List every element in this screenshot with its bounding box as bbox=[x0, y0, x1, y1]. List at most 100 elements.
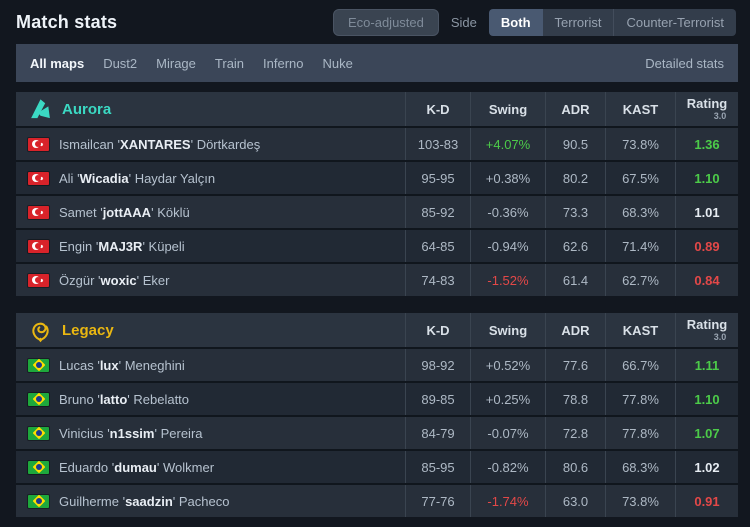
flag-turkey-icon bbox=[28, 137, 49, 151]
player-name: Samet 'jottAAA' Köklü bbox=[59, 204, 190, 220]
rating-value: 1.10 bbox=[675, 383, 738, 415]
map-tab-inferno[interactable]: Inferno bbox=[263, 55, 304, 71]
swing-value: -0.07% bbox=[470, 417, 545, 449]
kd-value: 89-85 bbox=[405, 383, 470, 415]
kast-value: 67.5% bbox=[605, 162, 675, 194]
team-header-aurora: Aurora K-D Swing ADR KAST Rating 3.0 bbox=[16, 92, 738, 126]
team-link-legacy[interactable]: Legacy bbox=[16, 313, 405, 347]
kd-value: 95-95 bbox=[405, 162, 470, 194]
rating-value: 0.89 bbox=[675, 230, 738, 262]
column-header-adr: ADR bbox=[545, 313, 605, 347]
rating-value: 1.01 bbox=[675, 196, 738, 228]
player-row: Engin 'MAJ3R' Küpeli 64-85 -0.94% 62.6 7… bbox=[16, 228, 738, 262]
flag-turkey-icon bbox=[28, 171, 49, 185]
player-link[interactable]: Vinicius 'n1ssim' Pereira bbox=[16, 417, 405, 449]
kd-value: 84-79 bbox=[405, 417, 470, 449]
player-link[interactable]: Engin 'MAJ3R' Küpeli bbox=[16, 230, 405, 262]
kd-value: 103-83 bbox=[405, 128, 470, 160]
adr-value: 78.8 bbox=[545, 383, 605, 415]
map-tab-all-maps[interactable]: All maps bbox=[30, 55, 85, 71]
adr-value: 62.6 bbox=[545, 230, 605, 262]
player-row: Lucas 'lux' Meneghini 98-92 +0.52% 77.6 … bbox=[16, 347, 738, 381]
flag-turkey-icon bbox=[28, 239, 49, 253]
top-controls: Eco-adjusted Side Both Terrorist Counter… bbox=[332, 8, 736, 36]
team-name: Legacy bbox=[62, 321, 114, 339]
eco-adjusted-button[interactable]: Eco-adjusted bbox=[332, 8, 439, 36]
player-row: Samet 'jottAAA' Köklü 85-92 -0.36% 73.3 … bbox=[16, 194, 738, 228]
player-name: Guilherme 'saadzin' Pacheco bbox=[59, 493, 230, 509]
swing-value: -1.74% bbox=[470, 485, 545, 517]
flag-brazil-icon bbox=[28, 494, 49, 508]
rating-version: 3.0 bbox=[713, 111, 727, 121]
kast-value: 77.8% bbox=[605, 417, 675, 449]
kast-value: 73.8% bbox=[605, 128, 675, 160]
column-header-rating: Rating 3.0 bbox=[675, 92, 738, 126]
kast-value: 68.3% bbox=[605, 196, 675, 228]
kd-value: 77-76 bbox=[405, 485, 470, 517]
player-name: Bruno 'latto' Rebelatto bbox=[59, 391, 190, 407]
rating-value: 1.10 bbox=[675, 162, 738, 194]
player-link[interactable]: Guilherme 'saadzin' Pacheco bbox=[16, 485, 405, 517]
rating-label: Rating bbox=[686, 317, 728, 332]
map-tab-mirage[interactable]: Mirage bbox=[156, 55, 196, 71]
swing-value: +0.38% bbox=[470, 162, 545, 194]
player-link[interactable]: Özgür 'woxic' Eker bbox=[16, 264, 405, 296]
column-header-kast: KAST bbox=[605, 313, 675, 347]
column-header-kd: K-D bbox=[405, 92, 470, 126]
map-tab-dust2[interactable]: Dust2 bbox=[103, 55, 138, 71]
player-name: Ali 'Wicadia' Haydar Yalçın bbox=[59, 170, 216, 186]
side-tab-both[interactable]: Both bbox=[488, 8, 543, 36]
swing-value: +0.52% bbox=[470, 349, 545, 381]
player-name: Vinicius 'n1ssim' Pereira bbox=[59, 425, 203, 441]
side-label: Side bbox=[450, 14, 477, 30]
player-name: Engin 'MAJ3R' Küpeli bbox=[59, 238, 185, 254]
kast-value: 62.7% bbox=[605, 264, 675, 296]
player-name: Lucas 'lux' Meneghini bbox=[59, 357, 185, 373]
kast-value: 68.3% bbox=[605, 451, 675, 483]
team-link-aurora[interactable]: Aurora bbox=[16, 92, 405, 126]
team-header-legacy: Legacy K-D Swing ADR KAST Rating 3.0 bbox=[16, 313, 738, 347]
player-row: Vinicius 'n1ssim' Pereira 84-79 -0.07% 7… bbox=[16, 415, 738, 449]
team-table-legacy: Legacy K-D Swing ADR KAST Rating 3.0 Luc… bbox=[16, 313, 738, 517]
player-link[interactable]: Bruno 'latto' Rebelatto bbox=[16, 383, 405, 415]
kd-value: 85-95 bbox=[405, 451, 470, 483]
column-header-swing: Swing bbox=[470, 92, 545, 126]
column-header-kast: KAST bbox=[605, 92, 675, 126]
player-name: Özgür 'woxic' Eker bbox=[59, 272, 170, 288]
player-row: Ali 'Wicadia' Haydar Yalçın 95-95 +0.38%… bbox=[16, 160, 738, 194]
kd-value: 64-85 bbox=[405, 230, 470, 262]
rating-value: 0.91 bbox=[675, 485, 738, 517]
rating-value: 1.07 bbox=[675, 417, 738, 449]
adr-value: 61.4 bbox=[545, 264, 605, 296]
column-header-kd: K-D bbox=[405, 313, 470, 347]
detailed-stats-link[interactable]: Detailed stats bbox=[645, 55, 724, 71]
kd-value: 98-92 bbox=[405, 349, 470, 381]
legacy-logo-icon bbox=[32, 322, 49, 342]
swing-value: -1.52% bbox=[470, 264, 545, 296]
column-header-adr: ADR bbox=[545, 92, 605, 126]
player-row: Özgür 'woxic' Eker 74-83 -1.52% 61.4 62.… bbox=[16, 262, 738, 296]
adr-value: 80.2 bbox=[545, 162, 605, 194]
side-tab-counter-terrorist[interactable]: Counter-Terrorist bbox=[613, 8, 736, 36]
side-tab-terrorist[interactable]: Terrorist bbox=[542, 8, 614, 36]
player-link[interactable]: Eduardo 'dumau' Wolkmer bbox=[16, 451, 405, 483]
flag-brazil-icon bbox=[28, 460, 49, 474]
player-name: Ismailcan 'XANTARES' Dörtkardeş bbox=[59, 136, 261, 152]
maps-bar: All maps Dust2 Mirage Train Inferno Nuke… bbox=[16, 44, 738, 82]
swing-value: -0.94% bbox=[470, 230, 545, 262]
map-tab-train[interactable]: Train bbox=[214, 55, 245, 71]
kd-value: 85-92 bbox=[405, 196, 470, 228]
player-link[interactable]: Samet 'jottAAA' Köklü bbox=[16, 196, 405, 228]
kast-value: 66.7% bbox=[605, 349, 675, 381]
column-header-swing: Swing bbox=[470, 313, 545, 347]
adr-value: 72.8 bbox=[545, 417, 605, 449]
player-row: Guilherme 'saadzin' Pacheco 77-76 -1.74%… bbox=[16, 483, 738, 517]
player-row: Eduardo 'dumau' Wolkmer 85-95 -0.82% 80.… bbox=[16, 449, 738, 483]
player-link[interactable]: Ismailcan 'XANTARES' Dörtkardeş bbox=[16, 128, 405, 160]
player-link[interactable]: Ali 'Wicadia' Haydar Yalçın bbox=[16, 162, 405, 194]
rating-version: 3.0 bbox=[713, 332, 727, 342]
player-link[interactable]: Lucas 'lux' Meneghini bbox=[16, 349, 405, 381]
map-tab-nuke[interactable]: Nuke bbox=[322, 55, 353, 71]
kast-value: 71.4% bbox=[605, 230, 675, 262]
rating-value: 1.11 bbox=[675, 349, 738, 381]
